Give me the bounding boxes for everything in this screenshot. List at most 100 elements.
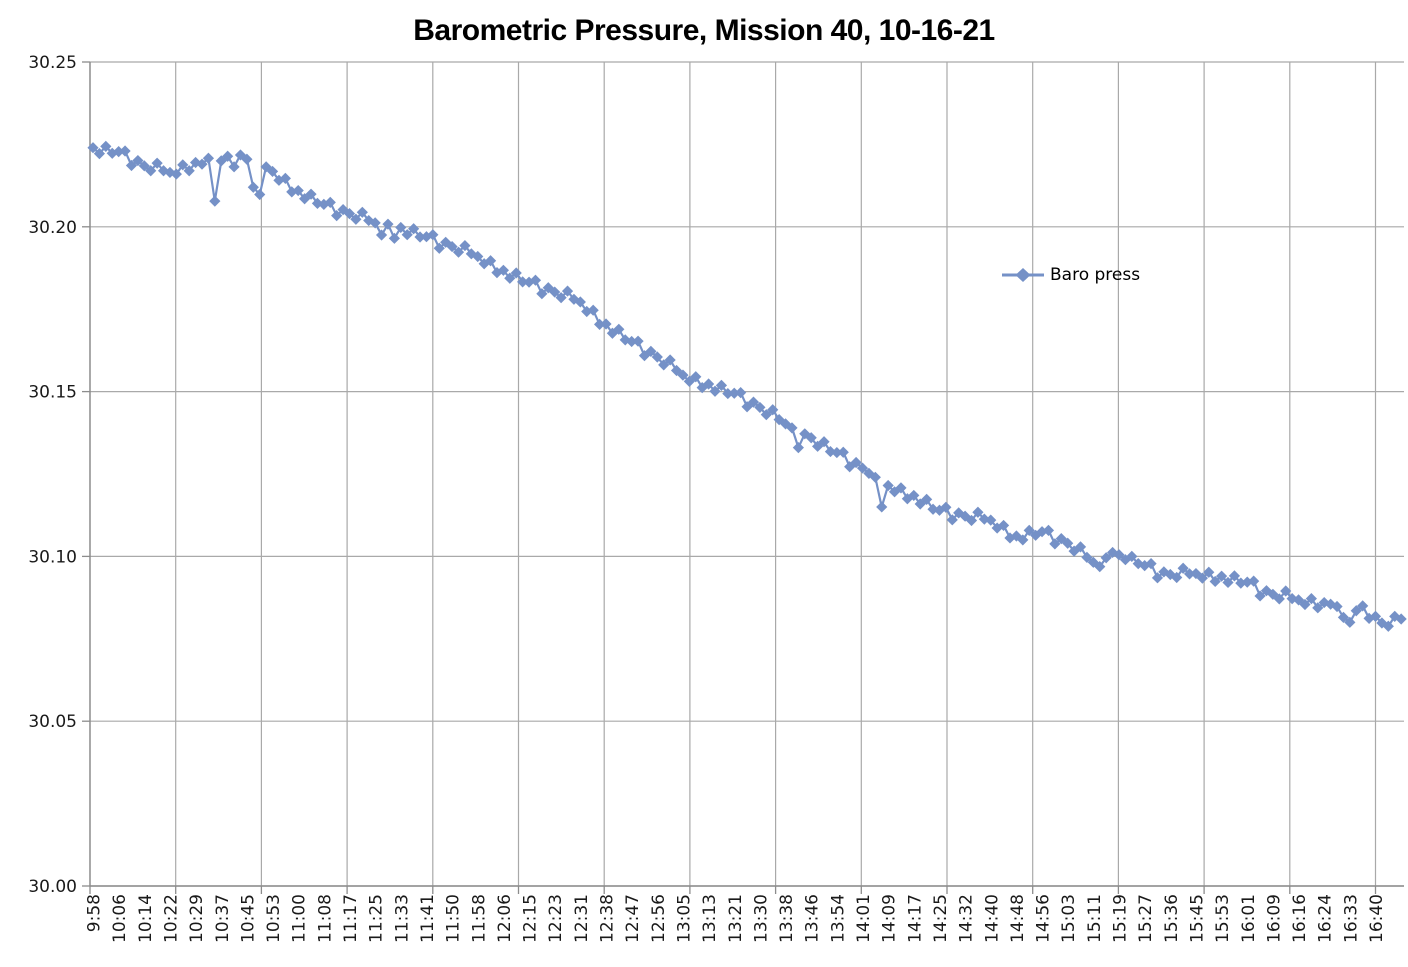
data-point[interactable] [786, 422, 798, 434]
data-point[interactable] [1190, 567, 1202, 580]
data-point[interactable] [549, 286, 561, 298]
data-point[interactable] [946, 514, 958, 526]
data-point[interactable] [196, 158, 208, 170]
data-point[interactable] [638, 350, 651, 362]
series-line[interactable] [92, 144, 1402, 628]
data-point[interactable] [125, 159, 138, 172]
data-point[interactable] [100, 140, 112, 152]
data-point[interactable] [1113, 549, 1125, 561]
data-point[interactable] [222, 150, 234, 162]
data-point[interactable] [1177, 562, 1189, 574]
data-point[interactable] [151, 157, 163, 169]
data-point[interactable] [119, 145, 131, 157]
data-point[interactable] [1023, 524, 1035, 536]
data-point[interactable] [318, 198, 330, 210]
data-point[interactable] [1145, 558, 1157, 570]
data-point[interactable] [1248, 575, 1260, 587]
data-point[interactable] [1273, 593, 1285, 605]
data-point[interactable] [132, 154, 144, 167]
data-point[interactable] [228, 161, 240, 173]
data-point[interactable] [1196, 572, 1208, 584]
data-point[interactable] [805, 432, 817, 444]
data-point[interactable] [895, 482, 907, 494]
data-point[interactable] [1010, 530, 1022, 542]
data-point[interactable] [324, 196, 336, 209]
data-point[interactable] [690, 371, 702, 383]
data-point[interactable] [747, 396, 760, 408]
data-point[interactable] [658, 359, 670, 371]
data-point[interactable] [1305, 592, 1317, 605]
data-point[interactable] [1254, 590, 1266, 602]
data-point[interactable] [1151, 572, 1164, 584]
data-point[interactable] [1241, 576, 1253, 588]
data-point[interactable] [985, 514, 997, 526]
data-point[interactable] [760, 409, 772, 421]
data-point[interactable] [1344, 616, 1356, 628]
data-point[interactable] [401, 229, 413, 241]
data-point[interactable] [626, 335, 638, 348]
data-point[interactable] [529, 274, 542, 286]
data-point[interactable] [561, 285, 574, 297]
data-point[interactable] [606, 327, 619, 339]
data-point[interactable] [1049, 538, 1061, 550]
data-point[interactable] [375, 229, 388, 241]
data-point[interactable] [254, 188, 266, 201]
data-point[interactable] [1280, 585, 1292, 597]
data-point[interactable] [812, 440, 824, 452]
data-point[interactable] [869, 471, 881, 483]
data-point[interactable] [446, 240, 458, 253]
data-point[interactable] [1395, 613, 1407, 625]
data-point[interactable] [850, 456, 862, 469]
data-point[interactable] [696, 382, 708, 394]
data-point[interactable] [343, 208, 356, 220]
data-point[interactable] [997, 519, 1010, 532]
data-point[interactable] [1074, 541, 1087, 553]
data-point[interactable] [792, 442, 804, 454]
data-point[interactable] [754, 401, 766, 414]
data-point[interactable] [395, 221, 407, 234]
data-point[interactable] [484, 255, 497, 267]
data-point[interactable] [363, 214, 375, 227]
data-point[interactable] [863, 467, 875, 479]
data-point[interactable] [613, 323, 625, 335]
data-point[interactable] [170, 168, 182, 180]
data-point[interactable] [1382, 620, 1394, 632]
data-point[interactable] [93, 148, 106, 160]
data-point[interactable] [1337, 611, 1350, 623]
data-point[interactable] [1357, 600, 1369, 612]
data-point[interactable] [542, 282, 554, 294]
data-point[interactable] [459, 239, 471, 252]
data-point[interactable] [683, 375, 695, 387]
data-point[interactable] [183, 165, 195, 177]
data-point[interactable] [510, 267, 522, 279]
data-point[interactable] [177, 159, 189, 171]
data-point[interactable] [452, 246, 465, 258]
data-point[interactable] [991, 522, 1003, 534]
data-point[interactable] [1369, 610, 1382, 622]
data-point[interactable] [555, 292, 567, 304]
data-point[interactable] [901, 493, 913, 505]
data-point[interactable] [818, 436, 830, 448]
data-point[interactable] [824, 445, 837, 458]
data-point[interactable] [927, 503, 939, 515]
data-point[interactable] [350, 213, 362, 225]
data-point[interactable] [356, 206, 368, 218]
data-point[interactable] [965, 514, 978, 527]
data-point[interactable] [632, 335, 644, 347]
data-point[interactable] [837, 446, 849, 458]
data-point[interactable] [1081, 551, 1093, 563]
data-point[interactable] [279, 172, 291, 184]
data-point[interactable] [645, 345, 657, 357]
data-point[interactable] [408, 223, 420, 235]
data-point[interactable] [940, 501, 952, 513]
data-point[interactable] [1222, 576, 1234, 589]
data-point[interactable] [504, 272, 516, 284]
data-point[interactable] [241, 153, 253, 165]
data-point[interactable] [593, 318, 606, 330]
data-point[interactable] [266, 165, 279, 178]
data-point[interactable] [651, 351, 663, 363]
data-point[interactable] [773, 414, 785, 426]
legend[interactable]: Baro press [1001, 265, 1140, 285]
data-point[interactable] [247, 181, 259, 193]
data-point[interactable] [844, 461, 856, 473]
